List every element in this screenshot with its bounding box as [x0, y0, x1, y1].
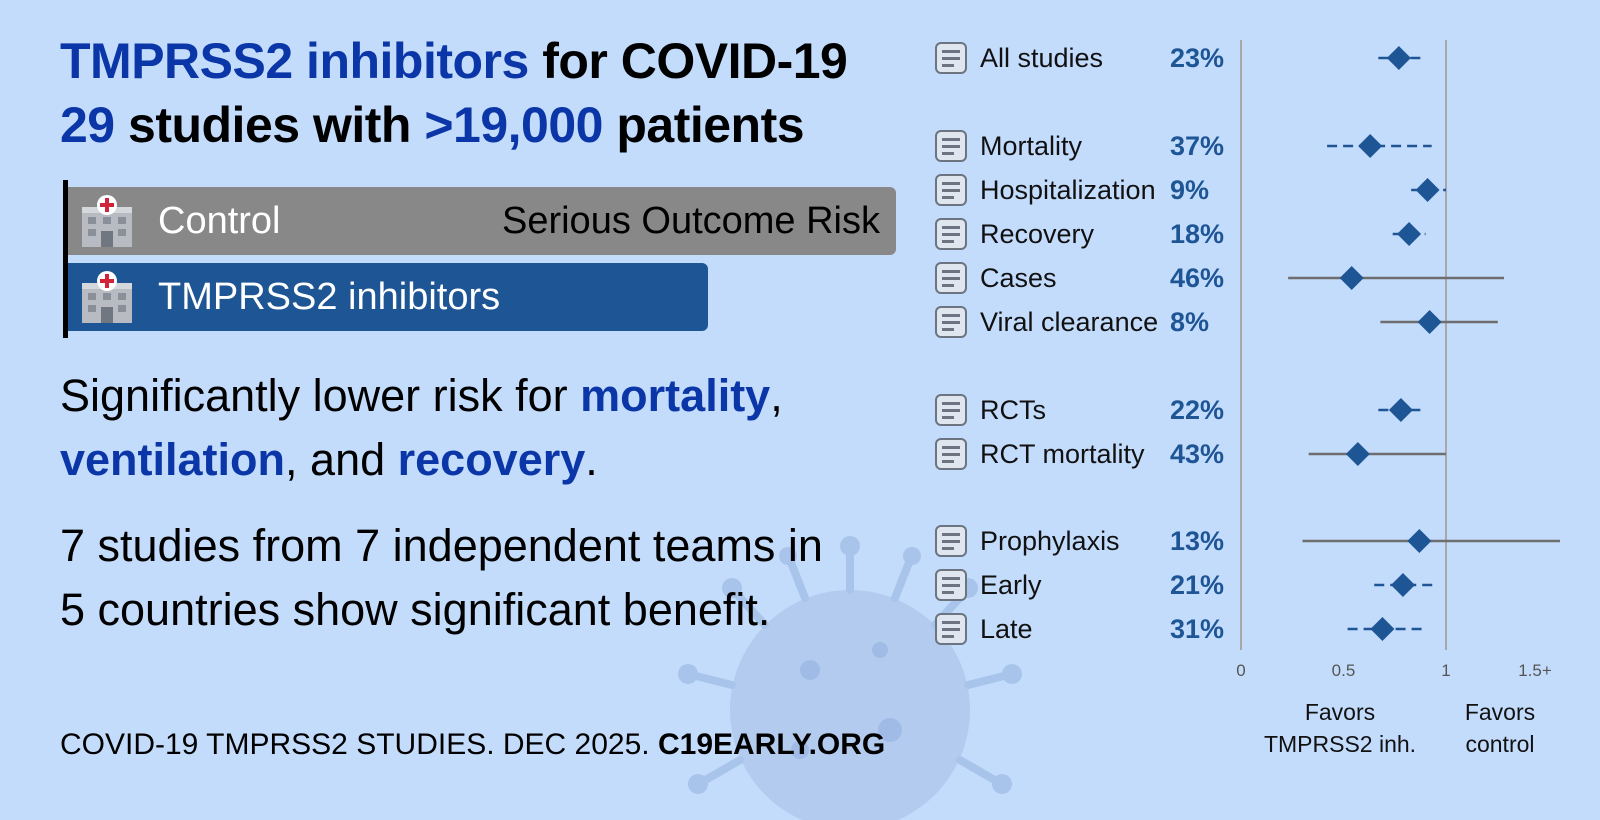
row-label: Cases — [980, 263, 1057, 293]
hospital-icon — [82, 195, 132, 247]
headline-condition: for COVID-19 — [528, 33, 848, 89]
row-effect-percent: 13% — [1170, 526, 1224, 556]
effect-marker — [1390, 573, 1415, 597]
row-effect-percent: 31% — [1170, 614, 1224, 644]
rct-icon — [935, 394, 967, 426]
virus-icon — [935, 306, 967, 338]
key-finding: Significantly lower risk for mortality, v… — [60, 364, 880, 492]
patient-count: >19,000 — [424, 97, 603, 153]
headline-patients-text: patients — [602, 97, 805, 153]
row-effect-percent: 37% — [1170, 131, 1224, 161]
row-label: Prophylaxis — [980, 526, 1120, 556]
headline-studies-text: studies with — [114, 97, 425, 153]
row-label: Recovery — [980, 219, 1095, 249]
study-count: 29 — [60, 97, 115, 153]
effect-marker — [1386, 46, 1411, 70]
finding-sep-1: , — [770, 370, 783, 421]
row-label: RCTs — [980, 395, 1046, 425]
headline-line-1: TMPRSS2 inhibitors for COVID-19 — [60, 33, 848, 89]
finding-ventilation: ventilation — [60, 434, 286, 485]
footer-text: COVID-19 TMPRSS2 STUDIES. DEC 2025. — [60, 728, 658, 761]
x-tick-label: 1.5+ — [1518, 661, 1552, 680]
row-label: Late — [980, 614, 1033, 644]
effect-marker — [1388, 398, 1413, 422]
row-effect-percent: 46% — [1170, 263, 1224, 293]
hospital-icon — [82, 271, 132, 323]
tombstone-icon — [935, 438, 967, 470]
finding-end: . — [585, 434, 598, 485]
background-virus-icon — [678, 536, 1022, 820]
favors-control-caption: Favors — [1465, 699, 1535, 725]
row-label: All studies — [980, 43, 1103, 73]
row-label: RCT mortality — [980, 439, 1145, 469]
studies-icon — [935, 42, 967, 74]
effect-marker — [1407, 529, 1432, 553]
effect-marker — [1358, 134, 1383, 158]
hospital-bed-icon — [935, 613, 967, 645]
row-effect-percent: 18% — [1170, 219, 1224, 249]
recovery-icon — [935, 218, 967, 250]
finding-mortality: mortality — [580, 370, 771, 421]
treatment-risk-bar: TMPRSS2 inhibitors — [68, 263, 708, 331]
clock-pill-icon — [935, 569, 967, 601]
forest-plot: All studies 23% Mortality 37% Hospitalizatio… — [935, 40, 1560, 757]
control-label: Control — [158, 199, 281, 242]
row-label: Viral clearance — [980, 307, 1158, 337]
effect-marker — [1370, 617, 1395, 641]
effect-marker — [1415, 178, 1440, 202]
effect-marker — [1339, 266, 1364, 290]
row-label: Early — [980, 570, 1042, 600]
row-label: Hospitalization — [980, 175, 1156, 205]
favors-treatment-caption: TMPRSS2 inh. — [1264, 731, 1416, 757]
summary-text: 7 studies from 7 independent teams in 5 … — [60, 520, 823, 635]
x-tick-label: 0 — [1236, 661, 1245, 680]
risk-axis-line — [63, 180, 68, 338]
risk-title: Serious Outcome Risk — [501, 199, 880, 242]
effect-marker — [1397, 222, 1422, 246]
effect-marker — [1417, 310, 1442, 334]
x-tick-label: 1 — [1441, 661, 1450, 680]
effect-marker — [1345, 442, 1370, 466]
x-tick-label: 0.5 — [1332, 661, 1356, 680]
row-effect-percent: 23% — [1170, 43, 1224, 73]
control-risk-bar: Control Serious Outcome Risk — [68, 187, 896, 255]
footer-site-link[interactable]: C19EARLY.ORG — [657, 728, 886, 761]
finding-recovery: recovery — [397, 434, 586, 485]
finding-sep-2: , and — [285, 434, 398, 485]
row-effect-percent: 22% — [1170, 395, 1224, 425]
finding-prefix: Significantly lower risk for — [60, 370, 581, 421]
favors-control-caption: control — [1465, 731, 1534, 757]
headline-treatment: TMPRSS2 inhibitors — [60, 33, 529, 89]
shield-icon — [935, 525, 967, 557]
treatment-label: TMPRSS2 inhibitors — [158, 275, 501, 318]
hospital-icon — [935, 174, 967, 206]
row-label: Mortality — [980, 131, 1083, 161]
masked-person-icon — [935, 262, 967, 294]
row-effect-percent: 9% — [1170, 175, 1209, 205]
tombstone-icon — [935, 130, 967, 162]
footer: COVID-19 TMPRSS2 STUDIES. DEC 2025. C19E… — [60, 728, 885, 762]
row-effect-percent: 8% — [1170, 307, 1209, 337]
favors-treatment-caption: Favors — [1305, 699, 1375, 725]
row-effect-percent: 43% — [1170, 439, 1224, 469]
headline-line-2: 29 studies with >19,000 patients — [60, 97, 805, 153]
row-effect-percent: 21% — [1170, 570, 1224, 600]
